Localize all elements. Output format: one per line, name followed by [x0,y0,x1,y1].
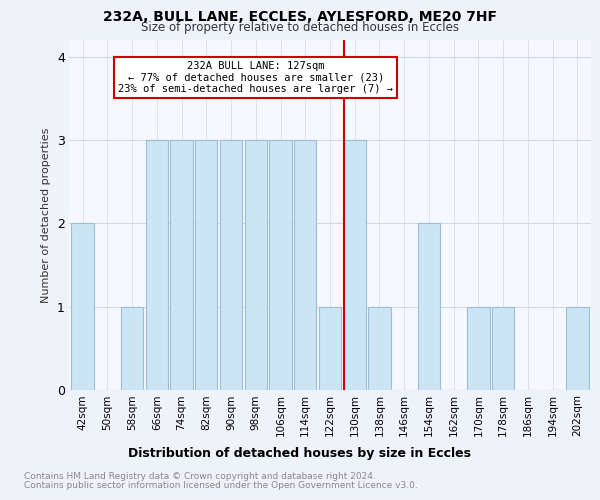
Text: Size of property relative to detached houses in Eccles: Size of property relative to detached ho… [141,21,459,34]
Text: 232A, BULL LANE, ECCLES, AYLESFORD, ME20 7HF: 232A, BULL LANE, ECCLES, AYLESFORD, ME20… [103,10,497,24]
Bar [245,140,267,390]
Bar [368,306,391,390]
Text: Distribution of detached houses by size in Eccles: Distribution of detached houses by size … [128,448,472,460]
Bar [294,140,316,390]
Bar [467,306,490,390]
Bar [220,140,242,390]
Bar [146,140,168,390]
Bar [195,140,217,390]
Bar [319,306,341,390]
Text: Contains public sector information licensed under the Open Government Licence v3: Contains public sector information licen… [24,481,418,490]
Bar [566,306,589,390]
Bar [121,306,143,390]
Bar [71,224,94,390]
Bar [492,306,514,390]
Y-axis label: Number of detached properties: Number of detached properties [41,128,51,302]
Bar [269,140,292,390]
Bar [344,140,366,390]
Bar [170,140,193,390]
Text: 232A BULL LANE: 127sqm
← 77% of detached houses are smaller (23)
23% of semi-det: 232A BULL LANE: 127sqm ← 77% of detached… [118,61,393,94]
Bar [418,224,440,390]
Text: Contains HM Land Registry data © Crown copyright and database right 2024.: Contains HM Land Registry data © Crown c… [24,472,376,481]
